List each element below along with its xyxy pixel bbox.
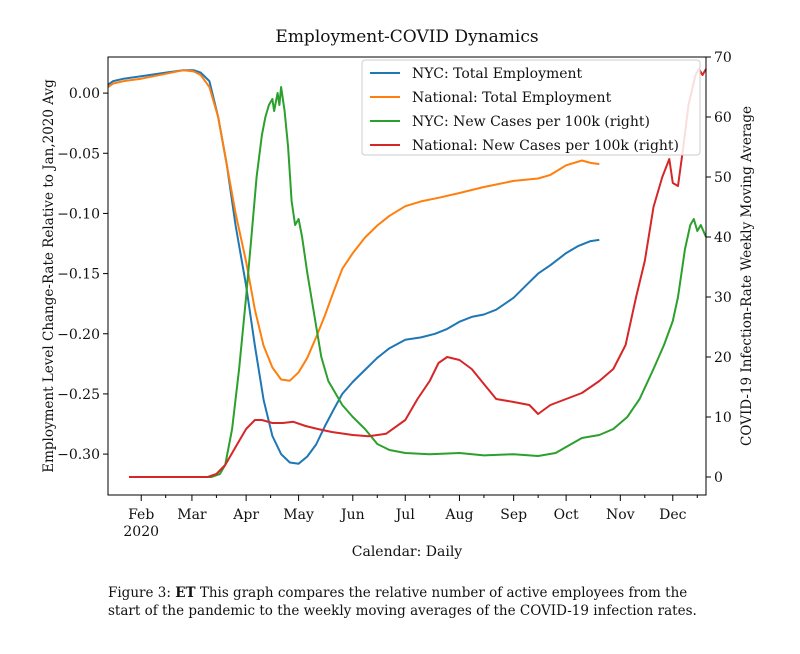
x-tick-label-10: Dec [659, 507, 687, 523]
chart-title: Employment-COVID Dynamics [275, 27, 538, 47]
y-tick-label-6: −0.30 [57, 447, 100, 463]
legend-label-nyc-cases: NYC: New Cases per 100k (right) [412, 114, 650, 130]
y-tick-label-2: −0.10 [57, 206, 100, 222]
x-tick-label-8: Oct [554, 507, 579, 523]
y2-tick-label-6: 60 [714, 110, 732, 126]
x-tick-year-0: 2020 [123, 524, 159, 540]
series-line-0 [107, 69, 600, 465]
y2-tick-label-3: 30 [714, 290, 732, 306]
caption-bold: ET [175, 585, 196, 601]
y2-axis-label: COVID-19 Infection-Rate Weekly Moving Av… [739, 106, 755, 446]
series-line-2 [129, 86, 707, 478]
y2-tick-label-7: 70 [714, 50, 732, 66]
y-tick-label-3: −0.15 [57, 267, 100, 283]
series-line-1 [107, 69, 600, 382]
figure-caption: Figure 3: ET This graph compares the rel… [108, 584, 708, 620]
y-tick-label-4: −0.20 [57, 327, 100, 343]
y-tick-label-5: −0.25 [57, 387, 100, 403]
y-axis-label: Employment Level Change-Rate Relative to… [41, 79, 57, 473]
x-tick-label-1: Mar [177, 507, 207, 523]
y2-tick-label-0: 0 [714, 470, 723, 486]
y2-tick-label-4: 40 [714, 230, 732, 246]
y-axis-right: 0 10 20 30 40 50 60 70 [706, 50, 732, 486]
x-tick-label-6: Aug [444, 507, 473, 523]
caption-prefix: Figure 3: [108, 585, 176, 601]
y-tick-label-1: −0.05 [57, 146, 100, 162]
y-axis-left: 0.00 −0.05 −0.10 −0.15 −0.20 −0.25 −0.30 [57, 86, 108, 463]
y2-tick-label-1: 10 [714, 410, 732, 426]
y-tick-label-0: 0.00 [69, 86, 100, 102]
series-line-3 [129, 68, 707, 478]
x-tick-label-4: Jun [339, 507, 365, 523]
x-tick-label-0: Feb [128, 507, 154, 523]
x-tick-label-3: May [283, 507, 314, 523]
x-tick-label-7: Sep [500, 507, 527, 523]
x-tick-label-9: Nov [606, 507, 635, 523]
legend-label-national-employment: National: Total Employment [412, 90, 612, 106]
x-tick-label-5: Jul [394, 507, 416, 523]
x-tick-label-2: Apr [232, 507, 259, 523]
legend-box [361, 59, 701, 156]
y2-tick-label-5: 50 [714, 170, 732, 186]
legend-label-national-cases: National: New Cases per 100k (right) [412, 138, 679, 154]
plot-frame [107, 56, 707, 496]
caption-text: This graph compares the relative number … [108, 585, 697, 619]
plot-area [107, 68, 707, 478]
legend: NYC: Total Employment National: Total Em… [361, 59, 701, 156]
y2-tick-label-2: 20 [714, 350, 732, 366]
x-axis-label: Calendar: Daily [352, 544, 463, 560]
legend-label-nyc-employment: NYC: Total Employment [412, 66, 583, 82]
